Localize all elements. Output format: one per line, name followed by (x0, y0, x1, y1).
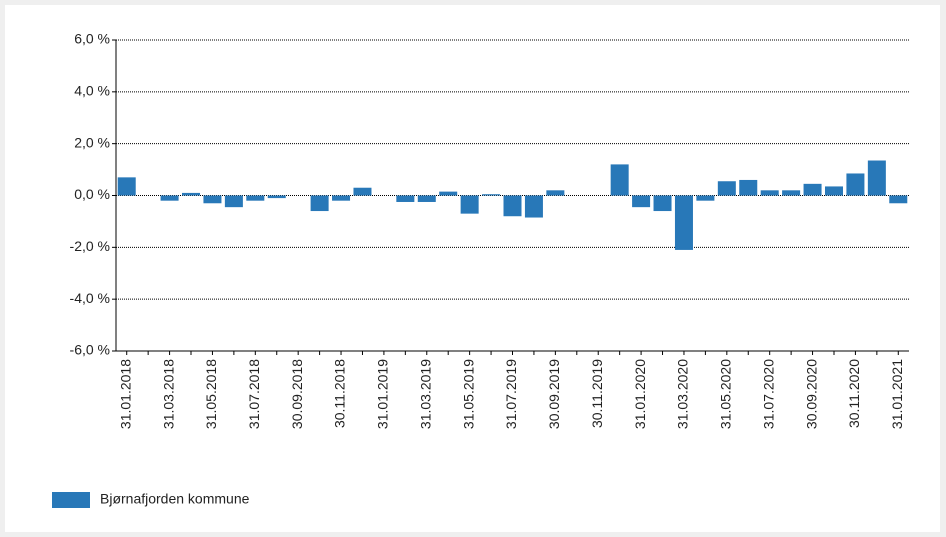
x-tick-label: 30.09.2018 (289, 359, 305, 429)
bar (332, 195, 351, 201)
bar (824, 186, 843, 196)
bar (310, 195, 329, 212)
bar (610, 164, 629, 196)
bar (417, 195, 436, 202)
x-tick-label: 31.01.2018 (117, 359, 133, 429)
x-tick-label: 30.11.2019 (589, 359, 605, 428)
y-tick-label: -4,0 % (70, 290, 110, 306)
bar (482, 194, 501, 196)
x-tick-label: 30.09.2020 (803, 359, 819, 429)
bar (696, 195, 715, 201)
bar (524, 195, 543, 218)
x-tick-label: 31.01.2021 (889, 359, 905, 429)
bar (182, 192, 201, 196)
bar (439, 191, 458, 196)
bar (267, 195, 286, 199)
x-tick-label: 31.01.2019 (375, 359, 391, 429)
x-tick-label: 30.09.2019 (546, 359, 562, 429)
bar (246, 195, 265, 201)
y-tick-label: 0,0 % (74, 186, 110, 202)
y-tick-label: 6,0 % (74, 31, 110, 47)
x-tick-label: 31.07.2020 (760, 359, 776, 429)
x-tick-label: 31.01.2020 (632, 359, 648, 429)
x-tick-label: 31.07.2019 (503, 359, 519, 429)
bar (546, 190, 565, 196)
bar (653, 195, 672, 212)
bar (160, 195, 179, 201)
bar (632, 195, 651, 208)
bar (739, 179, 758, 196)
y-tick-label: -6,0 % (70, 342, 110, 358)
x-tick-label: 31.05.2019 (460, 359, 476, 429)
x-tick-label: 30.11.2020 (846, 359, 862, 428)
bar (889, 195, 908, 204)
bar (396, 195, 415, 202)
bar (117, 177, 136, 196)
bar (760, 190, 779, 196)
legend-swatch (52, 492, 90, 508)
bar (503, 195, 522, 217)
bar (460, 195, 479, 214)
bar (224, 195, 243, 208)
legend-label: Bjørnafjorden kommune (100, 491, 250, 507)
x-tick-label: 31.03.2019 (417, 359, 433, 429)
bar (353, 187, 372, 196)
bar (782, 190, 801, 196)
bar (803, 183, 822, 196)
x-tick-label: 31.07.2018 (246, 359, 262, 429)
x-tick-label: 31.05.2020 (718, 359, 734, 429)
x-tick-label: 31.03.2018 (160, 359, 176, 429)
y-tick-label: 4,0 % (74, 83, 110, 99)
x-tick-label: 31.05.2018 (203, 359, 219, 429)
y-tick-label: 2,0 % (74, 134, 110, 150)
x-tick-label: 31.03.2020 (675, 359, 691, 429)
bar (674, 195, 693, 250)
y-tick-label: -2,0 % (70, 238, 110, 254)
bar (867, 160, 886, 196)
bar (203, 195, 222, 204)
panel (5, 5, 940, 532)
x-tick-label: 30.11.2018 (332, 359, 348, 428)
bar (846, 173, 865, 196)
bar (717, 181, 736, 196)
